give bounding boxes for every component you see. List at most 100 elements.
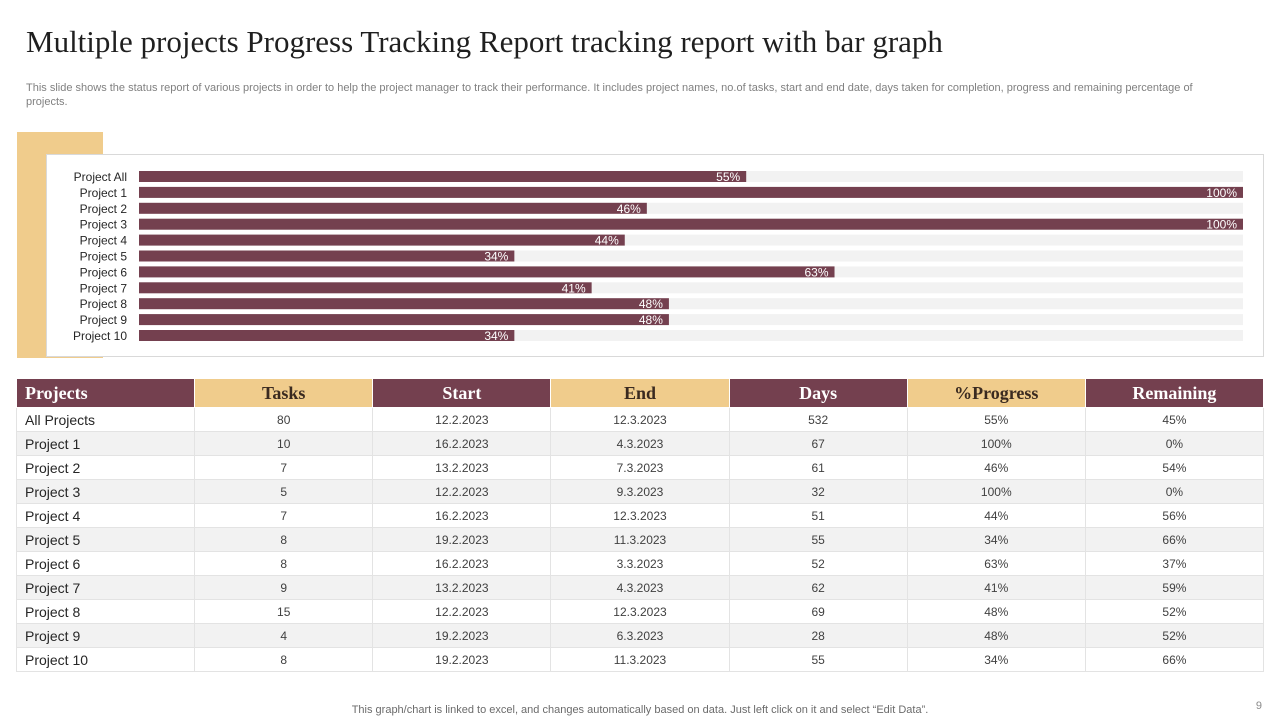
table-body: All Projects 80 12.2.2023 12.3.2023 532 55% 45… xyxy=(15,407,1265,672)
bar-project-5[interactable] xyxy=(139,250,515,262)
bar-project-9[interactable] xyxy=(139,314,669,326)
cell-days: 55 xyxy=(728,527,908,552)
bar-track xyxy=(139,282,1243,294)
category-label: Project 2 xyxy=(80,202,128,216)
bar-track xyxy=(139,330,1243,341)
bar-project-4[interactable] xyxy=(139,234,625,246)
cell-tasks: 8 xyxy=(194,527,374,552)
header-start: Start xyxy=(372,378,552,408)
category-label: Project 9 xyxy=(80,313,128,327)
table-row: Project 10 8 19.2.2023 11.3.2023 55 34% 66% xyxy=(15,647,1265,672)
table-row: Project 8 15 12.2.2023 12.3.2023 69 48% 52% xyxy=(15,599,1265,624)
cell-tasks: 7 xyxy=(194,503,374,528)
cell-tasks: 10 xyxy=(194,431,374,456)
data-label: 100% xyxy=(1206,186,1237,200)
header-progress: %Progress xyxy=(906,378,1086,408)
cell-end: 11.3.2023 xyxy=(550,647,730,672)
category-label: Project 7 xyxy=(80,281,128,295)
cell-end: 4.3.2023 xyxy=(550,575,730,600)
header-remaining: Remaining xyxy=(1084,378,1265,408)
cell-progress: 44% xyxy=(906,503,1086,528)
table-row: Project 9 4 19.2.2023 6.3.2023 28 48% 52% xyxy=(15,623,1265,648)
cell-project: Project 1 xyxy=(15,431,196,456)
cell-project: Project 10 xyxy=(15,647,196,672)
cell-project: Project 3 xyxy=(15,479,196,504)
cell-remaining: 66% xyxy=(1084,527,1265,552)
data-label: 34% xyxy=(484,250,508,264)
cell-end: 12.3.2023 xyxy=(550,599,730,624)
cell-progress: 55% xyxy=(906,407,1086,432)
data-label: 34% xyxy=(484,329,508,343)
cell-progress: 100% xyxy=(906,479,1086,504)
cell-tasks: 8 xyxy=(194,647,374,672)
cell-days: 28 xyxy=(728,623,908,648)
cell-tasks: 80 xyxy=(194,407,374,432)
bar-project-7[interactable] xyxy=(139,282,592,294)
cell-start: 12.2.2023 xyxy=(372,407,552,432)
table-header-row: Projects Tasks Start End Days %Progress … xyxy=(15,378,1265,408)
cell-progress: 34% xyxy=(906,527,1086,552)
cell-remaining: 59% xyxy=(1084,575,1265,600)
header-tasks: Tasks xyxy=(194,378,374,408)
cell-remaining: 45% xyxy=(1084,407,1265,432)
cell-tasks: 15 xyxy=(194,599,374,624)
cell-tasks: 5 xyxy=(194,479,374,504)
table-row: Project 7 9 13.2.2023 4.3.2023 62 41% 59% xyxy=(15,575,1265,600)
bar-project-2[interactable] xyxy=(139,202,647,214)
data-label: 55% xyxy=(716,170,740,184)
cell-progress: 100% xyxy=(906,431,1086,456)
cell-tasks: 7 xyxy=(194,455,374,480)
progress-bar-chart[interactable]: Project All 55% Project 1 100% Project 2 46% P… xyxy=(46,154,1264,357)
cell-project: All Projects xyxy=(15,407,196,432)
category-label: Project 8 xyxy=(80,297,128,311)
cell-progress: 41% xyxy=(906,575,1086,600)
cell-start: 19.2.2023 xyxy=(372,623,552,648)
cell-tasks: 9 xyxy=(194,575,374,600)
category-label: Project 4 xyxy=(80,234,128,248)
cell-progress: 46% xyxy=(906,455,1086,480)
category-label: Project 1 xyxy=(80,186,128,200)
cell-days: 69 xyxy=(728,599,908,624)
cell-project: Project 7 xyxy=(15,575,196,600)
cell-remaining: 52% xyxy=(1084,599,1265,624)
bar-project-10[interactable] xyxy=(139,330,515,341)
page-title: Multiple projects Progress Tracking Repo… xyxy=(26,24,943,59)
cell-progress: 63% xyxy=(906,551,1086,576)
footer-note: This graph/chart is linked to excel, and… xyxy=(351,704,929,716)
header-days: Days xyxy=(728,378,908,408)
bar-project-3[interactable] xyxy=(139,218,1243,230)
cell-remaining: 54% xyxy=(1084,455,1265,480)
cell-project: Project 8 xyxy=(15,599,196,624)
bar-project-all[interactable] xyxy=(139,171,747,182)
bar-project-6[interactable] xyxy=(139,266,835,278)
data-label: 48% xyxy=(639,297,663,311)
bar-project-1[interactable] xyxy=(139,186,1243,198)
cell-end: 12.3.2023 xyxy=(550,503,730,528)
data-label: 41% xyxy=(562,281,586,295)
cell-remaining: 37% xyxy=(1084,551,1265,576)
cell-end: 7.3.2023 xyxy=(550,455,730,480)
cell-days: 55 xyxy=(728,647,908,672)
category-label: Project All xyxy=(74,170,127,184)
cell-progress: 34% xyxy=(906,647,1086,672)
cell-days: 67 xyxy=(728,431,908,456)
cell-days: 61 xyxy=(728,455,908,480)
table-row: Project 2 7 13.2.2023 7.3.2023 61 46% 54% xyxy=(15,455,1265,480)
cell-start: 13.2.2023 xyxy=(372,455,552,480)
cell-project: Project 2 xyxy=(15,455,196,480)
cell-tasks: 4 xyxy=(194,623,374,648)
cell-project: Project 5 xyxy=(15,527,196,552)
bar-chart-svg: Project All 55% Project 1 100% Project 2 46% P… xyxy=(73,170,1243,343)
table-row: All Projects 80 12.2.2023 12.3.2023 532 55% 45… xyxy=(15,407,1265,432)
cell-days: 32 xyxy=(728,479,908,504)
bar-project-8[interactable] xyxy=(139,298,669,310)
cell-project: Project 9 xyxy=(15,623,196,648)
page-number: 9 xyxy=(1255,700,1262,712)
data-label: 100% xyxy=(1206,218,1237,232)
table-row: Project 3 5 12.2.2023 9.3.2023 32 100% 0% xyxy=(15,479,1265,504)
bar-track xyxy=(139,202,1243,214)
bar-track xyxy=(139,314,1243,326)
cell-project: Project 4 xyxy=(15,503,196,528)
bar-track xyxy=(139,298,1243,310)
table-row: Project 4 7 16.2.2023 12.3.2023 51 44% 56% xyxy=(15,503,1265,528)
